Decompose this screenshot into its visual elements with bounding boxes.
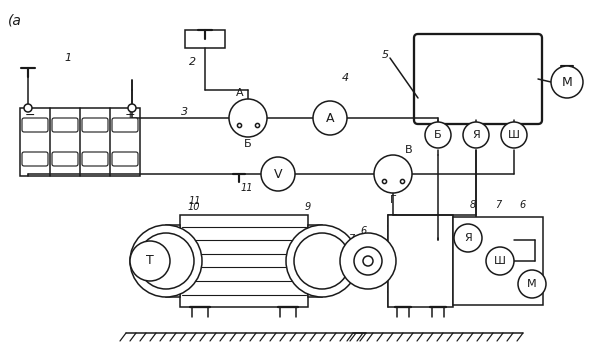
Text: А: А: [326, 111, 334, 125]
Circle shape: [229, 99, 267, 137]
Circle shape: [363, 256, 373, 266]
Text: Я: Я: [472, 130, 480, 140]
Circle shape: [24, 104, 32, 112]
Text: М: М: [527, 279, 537, 289]
Circle shape: [128, 104, 136, 112]
Text: 6: 6: [520, 200, 526, 210]
FancyBboxPatch shape: [52, 152, 78, 166]
Text: 8: 8: [338, 241, 344, 251]
Text: 11: 11: [188, 196, 201, 206]
FancyBboxPatch shape: [22, 152, 48, 166]
Circle shape: [354, 247, 382, 275]
Text: Б: Б: [434, 130, 442, 140]
Text: 4: 4: [342, 73, 349, 83]
Circle shape: [463, 122, 489, 148]
Text: Ш: Ш: [494, 256, 506, 266]
Text: 6: 6: [361, 226, 367, 236]
Text: 5: 5: [382, 50, 389, 60]
Text: 8: 8: [470, 200, 476, 210]
Text: +: +: [125, 109, 135, 122]
Circle shape: [313, 101, 347, 135]
Text: 7: 7: [348, 234, 354, 244]
Text: −: −: [25, 109, 35, 122]
Text: V: V: [274, 167, 282, 180]
Text: 3: 3: [181, 107, 188, 117]
Circle shape: [551, 66, 583, 98]
Text: 10: 10: [188, 202, 200, 212]
Circle shape: [454, 224, 482, 252]
Text: Т: Т: [146, 254, 154, 268]
FancyBboxPatch shape: [52, 118, 78, 132]
Circle shape: [501, 122, 527, 148]
Circle shape: [374, 155, 412, 193]
Bar: [180, 215, 308, 307]
Text: Ш: Ш: [508, 130, 520, 140]
Text: В: В: [405, 145, 413, 155]
FancyBboxPatch shape: [414, 34, 542, 124]
FancyBboxPatch shape: [22, 118, 48, 132]
Circle shape: [340, 233, 396, 289]
FancyBboxPatch shape: [112, 152, 138, 166]
Text: 11: 11: [241, 183, 253, 193]
FancyBboxPatch shape: [82, 152, 108, 166]
Text: Б: Б: [244, 139, 252, 149]
Circle shape: [486, 247, 514, 275]
Text: 1: 1: [64, 53, 71, 63]
Text: М: М: [562, 76, 573, 89]
Text: А: А: [236, 88, 244, 98]
Bar: [388, 215, 453, 307]
Circle shape: [425, 122, 451, 148]
Bar: [453, 217, 543, 305]
FancyBboxPatch shape: [82, 118, 108, 132]
Text: 9: 9: [305, 202, 311, 212]
Bar: [308, 225, 322, 297]
Text: 2: 2: [190, 57, 197, 67]
Bar: [20, 108, 140, 176]
Circle shape: [518, 270, 546, 298]
Circle shape: [261, 157, 295, 191]
FancyBboxPatch shape: [112, 118, 138, 132]
Bar: [185, 30, 225, 48]
Text: Г: Г: [390, 195, 396, 205]
Text: Я: Я: [464, 233, 472, 243]
Circle shape: [130, 241, 170, 281]
Bar: [166, 225, 180, 297]
Circle shape: [130, 225, 202, 297]
Text: 7: 7: [495, 200, 501, 210]
Text: (a: (a: [8, 13, 22, 27]
Circle shape: [286, 225, 358, 297]
